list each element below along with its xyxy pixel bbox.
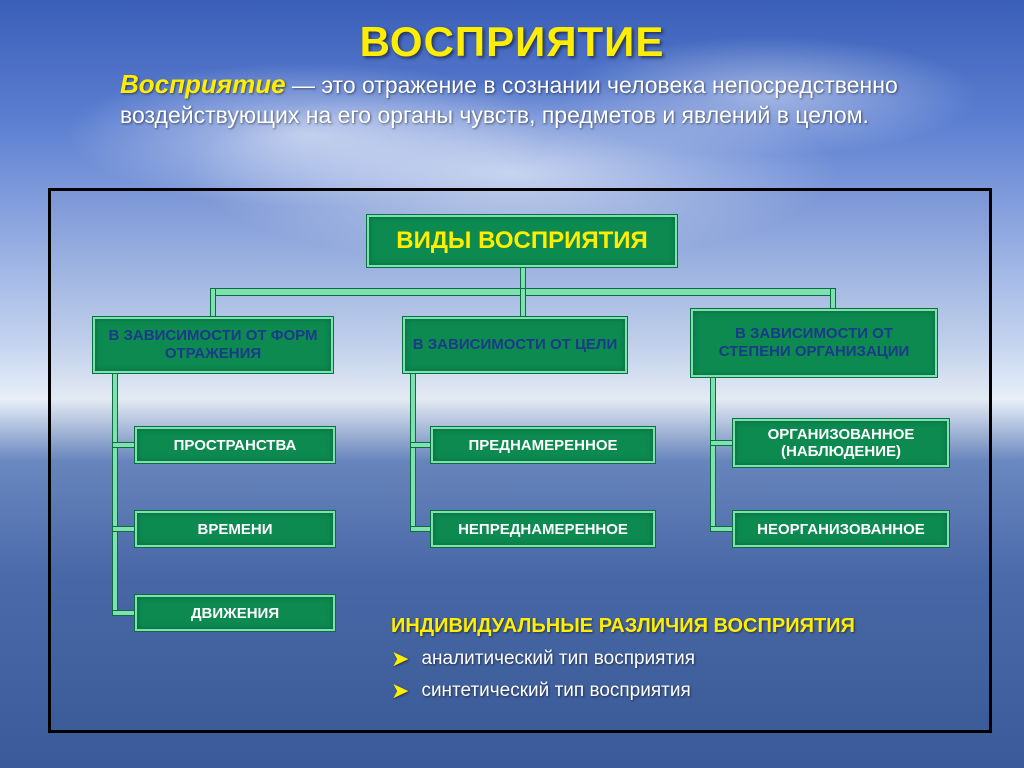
definition-text: Восприятие — это отражение в сознании че… — [120, 68, 924, 129]
chart-connector — [711, 527, 733, 531]
chart-connector — [113, 443, 137, 447]
chart-connector — [211, 289, 215, 317]
chart-connector — [711, 377, 715, 531]
chart-leaf-node: ОРГАНИЗОВАННОЕ (НАБЛЮДЕНИЕ) — [733, 419, 949, 467]
footer-item: ➤ аналитический тип восприятия — [391, 646, 951, 672]
chart-leaf-node: ПРОСТРАНСТВА — [135, 427, 335, 463]
chart-connector — [113, 373, 117, 613]
chart-connector — [113, 527, 137, 531]
chart-connector — [711, 441, 733, 445]
chart-leaf-node: ПРЕДНАМЕРЕННОЕ — [431, 427, 655, 463]
chart-leaf-node: ДВИЖЕНИЯ — [135, 595, 335, 631]
chart-connector — [521, 289, 525, 317]
chart-connector — [113, 611, 137, 615]
chart-connector — [411, 443, 433, 447]
chart-root-node: ВИДЫ ВОСПРИЯТИЯ — [367, 215, 677, 267]
bullet-arrow-icon: ➤ — [391, 646, 409, 672]
chart-connector — [831, 289, 835, 311]
footer-title: ИНДИВИДУАЛЬНЫЕ РАЗЛИЧИЯ ВОСПРИЯТИЯ — [391, 615, 951, 638]
footer-item-label: синтетический тип восприятия — [421, 680, 690, 702]
chart-connector — [411, 373, 415, 531]
chart-branch-node: В ЗАВИСИМОСТИ ОТ СТЕПЕНИ ОРГАНИЗАЦИИ — [691, 309, 937, 377]
chart-leaf-node: НЕОРГАНИЗОВАННОЕ — [733, 511, 949, 547]
chart-connector — [521, 267, 525, 291]
chart-branch-node: В ЗАВИСИМОСТИ ОТ ЦЕЛИ — [403, 317, 627, 373]
definition-term: Восприятие — [120, 69, 286, 99]
footer-item-label: аналитический тип восприятия — [421, 648, 695, 670]
chart-connector — [411, 527, 433, 531]
chart-frame: ИНДИВИДУАЛЬНЫЕ РАЗЛИЧИЯ ВОСПРИЯТИЯ ➤ ана… — [48, 188, 992, 733]
chart-branch-node: В ЗАВИСИМОСТИ ОТ ФОРМ ОТРАЖЕНИЯ — [93, 317, 333, 373]
footer-item: ➤ синтетический тип восприятия — [391, 678, 951, 704]
bullet-arrow-icon: ➤ — [391, 678, 409, 704]
chart-leaf-node: ВРЕМЕНИ — [135, 511, 335, 547]
page-title: ВОСПРИЯТИЕ — [0, 18, 1024, 66]
chart-leaf-node: НЕПРЕДНАМЕРЕННОЕ — [431, 511, 655, 547]
footer-block: ИНДИВИДУАЛЬНЫЕ РАЗЛИЧИЯ ВОСПРИЯТИЯ ➤ ана… — [391, 615, 951, 710]
